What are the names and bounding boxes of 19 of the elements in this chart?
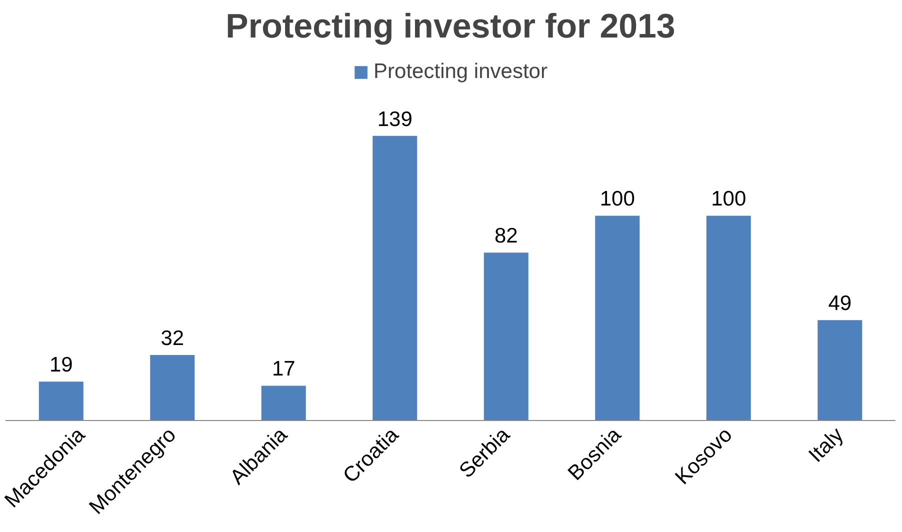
data-label: 49 <box>828 292 852 316</box>
bar <box>595 216 640 420</box>
bar <box>706 216 751 420</box>
data-label: 100 <box>600 188 635 211</box>
data-label: 19 <box>49 354 73 377</box>
legend-label: Protecting investor <box>374 60 548 84</box>
data-label: 139 <box>377 108 412 131</box>
bar <box>38 382 84 420</box>
bar <box>150 354 195 420</box>
bar <box>261 386 306 420</box>
data-label: 32 <box>160 326 184 350</box>
bar <box>818 320 862 420</box>
data-label: 100 <box>711 188 746 211</box>
data-label: 82 <box>494 224 518 248</box>
data-label: 17 <box>272 358 296 381</box>
bar <box>372 136 418 420</box>
chart-title: Protecting investor for 2013 <box>226 8 676 46</box>
bar <box>484 252 528 420</box>
x-tick-label: Italy <box>804 423 848 467</box>
